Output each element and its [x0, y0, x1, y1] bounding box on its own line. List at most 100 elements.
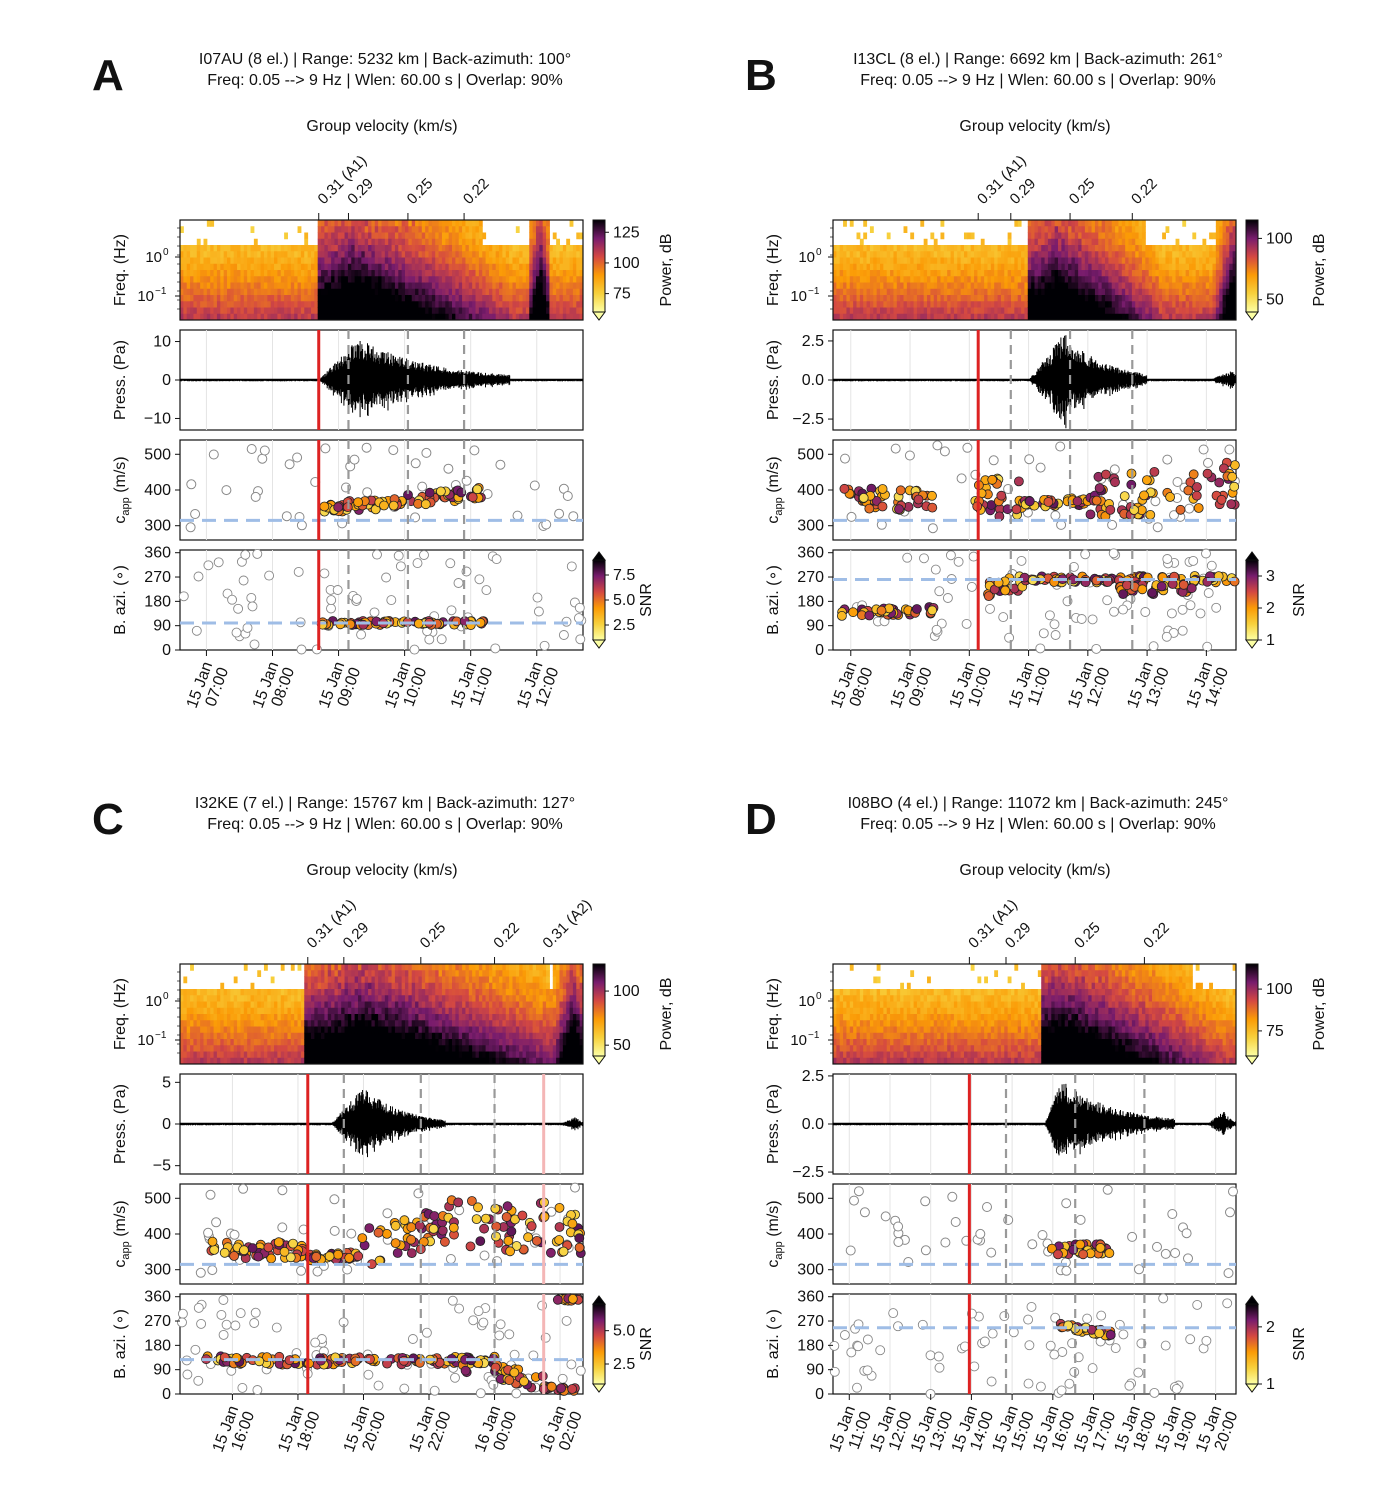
spectrogram-cell: [1085, 264, 1089, 271]
spectrogram-cell: [1112, 258, 1116, 265]
spectrogram-cell: [1098, 264, 1102, 271]
spectrogram-cell: [1226, 239, 1230, 246]
spectrogram-cell: [1024, 264, 1028, 271]
spectrogram-cell: [351, 258, 355, 265]
spectrogram-cell: [1065, 295, 1069, 302]
spectrogram-cell: [284, 1039, 288, 1046]
spectrogram-cell: [536, 233, 540, 240]
spectrogram-cell: [1102, 245, 1106, 252]
spectrogram-cell: [230, 1008, 234, 1015]
spectrogram-cell: [1078, 220, 1082, 227]
spectrogram-cell: [957, 276, 961, 283]
spectrogram-cell: [351, 276, 355, 283]
spectrogram-cell: [502, 295, 506, 302]
spectrogram-cell: [237, 276, 241, 283]
spectrogram-cell: [1102, 233, 1106, 240]
spectrogram-cell: [224, 989, 228, 996]
spectrogram-cell: [254, 1027, 258, 1034]
spectrogram-cell: [964, 258, 968, 265]
spectrogram-cell: [1018, 220, 1022, 227]
spectrogram-cell: [257, 283, 261, 290]
snr-colorbar-tick-label: 2: [1266, 600, 1275, 617]
spectrogram-cell: [351, 264, 355, 271]
spectrogram-cell: [947, 270, 951, 277]
bazi-low-snr-point: [559, 631, 568, 640]
spectrogram-cell: [1068, 233, 1072, 240]
spectrogram-cell: [857, 264, 861, 271]
bazi-point: [1138, 585, 1147, 594]
bazi-point: [928, 606, 937, 615]
spectrogram-cell: [183, 251, 187, 258]
spectrogram-cell: [271, 1027, 275, 1034]
spectrogram-cell: [1209, 295, 1213, 302]
spectrogram-cell: [455, 283, 459, 290]
spectrogram-cell: [244, 1008, 248, 1015]
spectrogram-cell: [930, 283, 934, 290]
spectrogram-cell: [1122, 239, 1126, 246]
panel-letter: C: [92, 795, 124, 844]
spectrogram-cell: [382, 308, 386, 315]
spectrogram-cell: [526, 270, 530, 277]
spectrogram-cell: [492, 289, 496, 296]
spectrogram-cell: [954, 289, 958, 296]
spectrogram-cell: [1122, 264, 1126, 271]
spectrogram-cell: [341, 983, 345, 990]
spectrogram-cell: [536, 289, 540, 296]
snr-colorbar-label: SNR: [638, 583, 655, 617]
spectrogram-cell: [271, 301, 275, 308]
capp-low-snr-point: [1025, 455, 1034, 464]
spectrogram-cell: [1152, 301, 1156, 308]
spectrogram-cell: [1004, 276, 1008, 283]
spectrogram-cell: [274, 264, 278, 271]
spectrogram-cell: [294, 1027, 298, 1034]
spectrogram-cell: [863, 276, 867, 283]
spectrogram-cell: [190, 1027, 194, 1034]
capp-point: [1217, 495, 1226, 504]
spectrogram-cell: [418, 295, 422, 302]
spectrogram-cell: [214, 276, 218, 283]
spectrogram-cell: [368, 258, 372, 265]
spectrogram-cell: [334, 970, 338, 977]
spectrogram-cell: [1152, 308, 1156, 315]
spectrogram-cell: [1065, 245, 1069, 252]
bazi-low-snr-point: [1036, 644, 1045, 653]
spectrogram-cell: [1149, 270, 1153, 277]
spectrogram-cell: [1102, 295, 1106, 302]
spectrogram-cell: [405, 295, 409, 302]
spectrogram-cell: [361, 233, 365, 240]
spectrogram-cell: [197, 1045, 201, 1052]
spectrogram-cell: [1014, 258, 1018, 265]
bazi-low-snr-point: [265, 571, 274, 580]
spectrogram-cell: [526, 251, 530, 258]
spectrogram-cell: [1065, 264, 1069, 271]
spectrogram-cell: [920, 270, 924, 277]
spectrogram-cell: [261, 245, 265, 252]
spectrogram-cell: [927, 283, 931, 290]
spectrogram-cell: [210, 989, 214, 996]
spectrogram-cell: [261, 251, 265, 258]
spectrogram-cell: [321, 1002, 325, 1009]
spectrogram-cell: [1189, 251, 1193, 258]
spectrogram-cell: [455, 301, 459, 308]
spectrogram-cell: [556, 245, 560, 252]
spectrogram-cell: [1229, 308, 1233, 315]
spectrogram-cell: [298, 308, 302, 315]
spectrogram-cell: [402, 276, 406, 283]
spectrogram-cell: [220, 276, 224, 283]
spectrogram-cell: [1108, 276, 1112, 283]
spectrogram-cell: [870, 245, 874, 252]
spectrogram-cell: [482, 233, 486, 240]
spectrogram-cell: [348, 270, 352, 277]
spectrogram-cell: [459, 233, 463, 240]
spectrogram-cell: [321, 270, 325, 277]
spectrogram-cell: [375, 295, 379, 302]
spectrogram-cell: [857, 283, 861, 290]
spectrogram-cell: [967, 276, 971, 283]
spectrogram-cell: [1041, 283, 1045, 290]
spectrogram-cell: [281, 283, 285, 290]
capp-low-snr-point: [496, 460, 505, 469]
spectrogram-cell: [977, 258, 981, 265]
spectrogram-cell: [843, 220, 847, 227]
spectrogram-cell: [422, 308, 426, 315]
spectrogram-cell: [378, 283, 382, 290]
